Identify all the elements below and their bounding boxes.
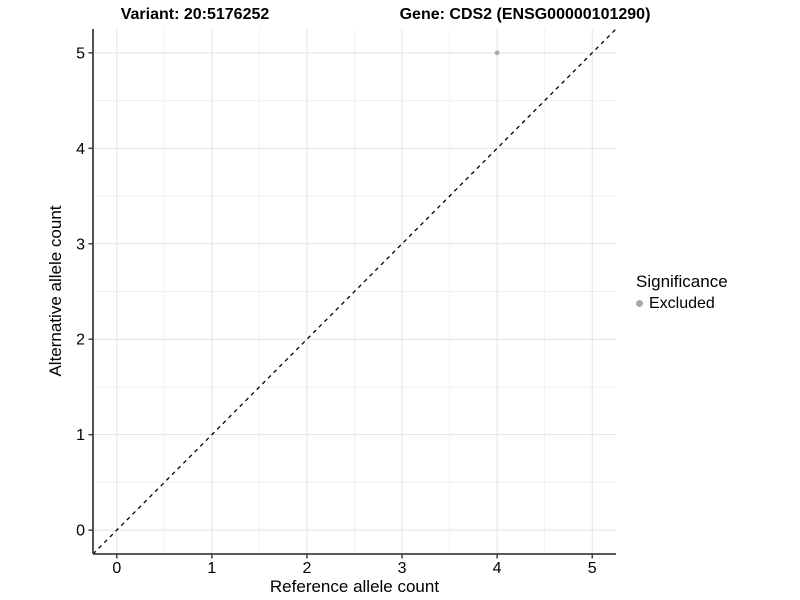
legend-entry-excluded: Excluded <box>636 294 728 313</box>
y-tick-label: 1 <box>76 427 85 444</box>
y-tick-label: 0 <box>76 523 85 540</box>
y-axis-title: Alternative allele count <box>46 205 65 377</box>
x-tick-label: 4 <box>493 560 502 577</box>
x-tick-label: 3 <box>398 560 407 577</box>
x-tick-label: 2 <box>303 560 312 577</box>
data-point <box>494 50 500 56</box>
variant-title: Variant: 20:5176252 <box>120 6 270 23</box>
y-tick-label: 4 <box>76 141 85 158</box>
x-tick-label: 0 <box>112 560 121 577</box>
legend: Significance Excluded <box>636 272 728 313</box>
x-axis-title: Reference allele count <box>269 577 440 596</box>
y-tick-label: 5 <box>76 45 85 62</box>
y-tick-label: 2 <box>76 332 85 349</box>
legend-entry-label: Excluded <box>649 295 715 312</box>
x-tick-label: 5 <box>588 560 597 577</box>
x-tick-label: 1 <box>207 560 216 577</box>
gene-title: Gene: CDS2 (ENSG00000101290) <box>399 6 651 23</box>
identity-dashed-line <box>92 28 617 555</box>
legend-point-icon <box>636 300 643 307</box>
y-tick-label: 3 <box>76 236 85 253</box>
legend-title: Significance <box>636 272 728 291</box>
